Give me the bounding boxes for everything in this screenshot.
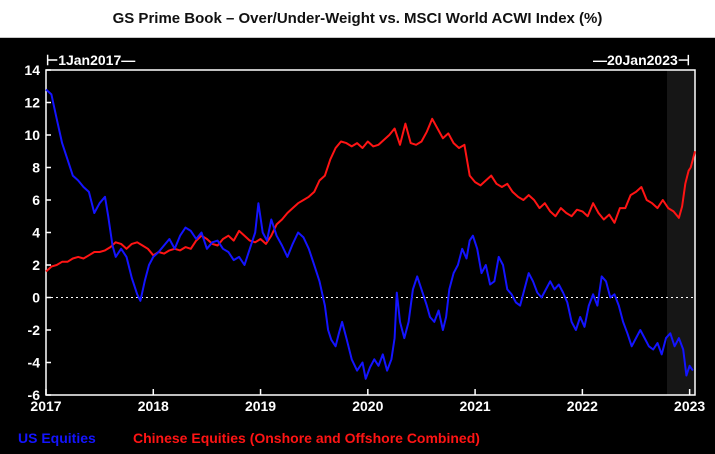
- x-tick-label: 2023: [674, 398, 705, 414]
- end-date-label: —20Jan2023⊣: [593, 52, 690, 68]
- y-tick-label: 8: [32, 160, 40, 176]
- legend: US Equities Chinese Equities (Onshore an…: [18, 430, 480, 446]
- x-tick-label: 2022: [567, 398, 598, 414]
- y-tick-label: 14: [24, 62, 40, 78]
- series-line-1: [45, 117, 696, 273]
- series-layer: [45, 88, 696, 380]
- x-tick-label: 2020: [352, 398, 383, 414]
- y-tick-label: 12: [24, 95, 40, 111]
- plot-frame: [45, 69, 696, 396]
- chart-title: GS Prime Book – Over/Under-Weight vs. MS…: [0, 0, 715, 38]
- series-line-0: [45, 88, 694, 380]
- recent-shading: [667, 70, 695, 395]
- y-tick-label: -6: [28, 387, 41, 403]
- y-tick-label: -2: [28, 322, 41, 338]
- y-tick-label: 6: [32, 192, 40, 208]
- y-tick-label: 2: [32, 257, 40, 273]
- x-tick-label: 2021: [460, 398, 491, 414]
- legend-item-chinese-equities: Chinese Equities (Onshore and Offshore C…: [133, 430, 480, 446]
- x-tick-label: 2017: [30, 398, 61, 414]
- y-tick-label: 10: [24, 127, 40, 143]
- y-tick-label: -4: [28, 355, 41, 371]
- y-tick-label: 4: [32, 225, 40, 241]
- x-tick-label: 2018: [138, 398, 169, 414]
- start-date-label: ⊢1Jan2017—: [46, 52, 135, 68]
- y-tick-label: 0: [32, 290, 40, 306]
- x-tick-label: 2019: [245, 398, 276, 414]
- legend-item-us-equities: US Equities: [18, 430, 96, 446]
